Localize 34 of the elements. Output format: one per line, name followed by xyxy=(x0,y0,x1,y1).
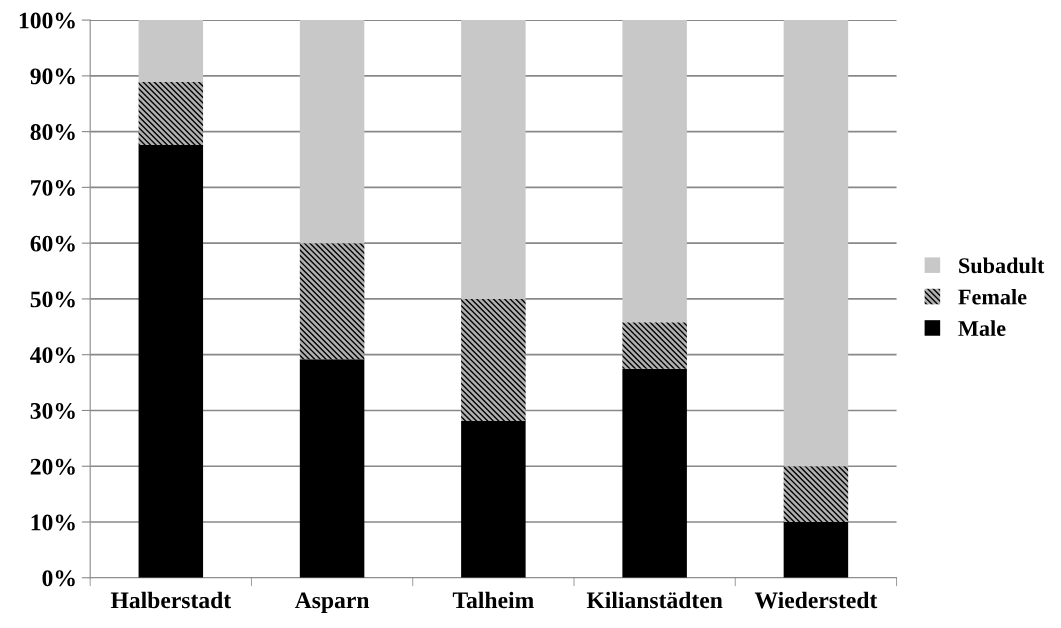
y-tick-label: 50% xyxy=(30,291,75,308)
bar xyxy=(622,20,687,323)
bar xyxy=(138,20,204,82)
bar xyxy=(299,20,365,244)
y-tick-label: 40% xyxy=(30,347,75,364)
bar xyxy=(461,298,526,422)
bar xyxy=(783,521,849,578)
y-tick-label: 10% xyxy=(31,514,75,531)
x-tick-label: Asparn xyxy=(294,592,370,614)
bar xyxy=(299,243,365,360)
legend-label: Subadult xyxy=(959,257,1045,274)
bar xyxy=(138,82,204,146)
x-tick-label: Talheim xyxy=(452,591,534,609)
x-tick-label: Wiederstedt xyxy=(754,591,878,609)
bar xyxy=(461,20,526,299)
bar xyxy=(138,145,204,578)
x-tick-label: Halberstadt xyxy=(110,591,232,609)
bar xyxy=(461,421,526,578)
bar xyxy=(299,359,365,578)
bar xyxy=(622,322,687,369)
y-tick-label: 100% xyxy=(19,12,75,29)
y-tick-label: 0% xyxy=(42,570,75,587)
bar xyxy=(622,368,687,578)
y-tick-label: 60% xyxy=(30,235,75,252)
bar xyxy=(783,466,849,522)
y-tick-label: 90% xyxy=(30,68,75,85)
bar xyxy=(783,20,849,467)
y-tick-label: 30% xyxy=(30,402,75,419)
y-tick-label: 80% xyxy=(30,124,75,141)
y-tick-label: 70% xyxy=(31,179,75,196)
legend-label: Female xyxy=(958,288,1027,305)
y-tick-label: 20% xyxy=(30,458,75,475)
legend-label: Male xyxy=(958,320,1006,336)
x-tick-label: Kilianstädten xyxy=(586,591,723,609)
